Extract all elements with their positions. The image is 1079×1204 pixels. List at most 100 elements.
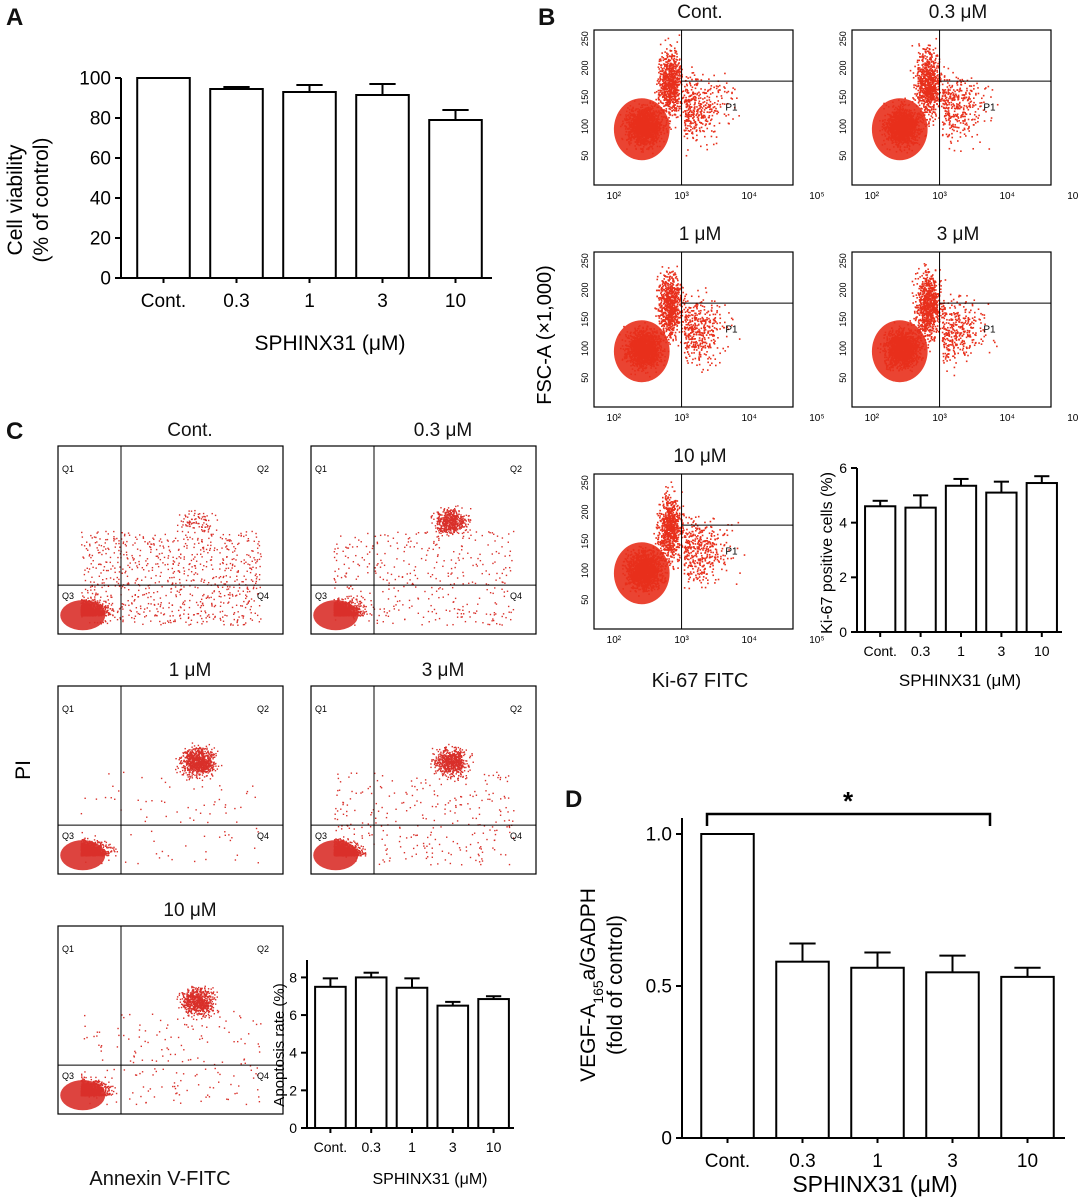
c-plot-title: 0.3 μM <box>323 420 563 442</box>
ytick-label: 50 <box>838 151 848 161</box>
b-ylabel-wrap: FSC-A (×1,000) <box>523 235 563 435</box>
c-xlabel: Annexin V-FITC <box>50 1168 270 1191</box>
ytick-label: 8 <box>289 969 297 985</box>
quadrant-label: Q3 <box>315 591 327 601</box>
ytick-label: 250 <box>838 31 848 46</box>
gate-label: P1 <box>725 547 738 558</box>
xtick-label: 10⁵ <box>1067 191 1079 202</box>
ytick-label: 20 <box>90 229 111 250</box>
quadrant-label: Q1 <box>315 704 327 714</box>
bar <box>904 506 937 634</box>
ytick-label: 250 <box>838 253 848 268</box>
xtick-label: 10 <box>486 1139 502 1155</box>
xtick-label: 10⁵ <box>809 191 824 202</box>
ytick-label: 200 <box>580 283 590 298</box>
xtick-label: 10² <box>607 635 622 646</box>
bar <box>354 976 388 1130</box>
ytick-label: 150 <box>580 90 590 105</box>
xtick-label: 3 <box>449 1139 457 1155</box>
panel-label-c: C <box>6 418 23 446</box>
xtick-label: 10⁵ <box>809 413 824 424</box>
bar <box>700 833 755 1139</box>
xtick-label: Cont. <box>141 291 186 312</box>
b-plot-title: 10 μM <box>580 446 820 468</box>
xtick-label: 10³ <box>674 191 689 202</box>
panel-label-d: D <box>565 786 582 814</box>
xtick-label: Cont. <box>863 643 896 659</box>
xtick-label: 0.3 <box>789 1151 815 1172</box>
quadrant-label: Q3 <box>62 831 74 841</box>
significance-star: * <box>843 790 854 816</box>
xtick-label: Cont. <box>705 1151 750 1172</box>
b-xlabel: Ki-67 FITC <box>620 670 780 693</box>
ytick-label: 0 <box>839 624 847 640</box>
xtick-label: Cont. <box>314 1139 347 1155</box>
quadrant-label: Q1 <box>62 464 74 474</box>
xtick-label: 10² <box>865 191 880 202</box>
c-ylabel: PI <box>12 760 35 780</box>
quadrant-label: Q4 <box>510 831 522 841</box>
ytick-label: 200 <box>580 505 590 520</box>
c-ylabel-wrap: PI <box>8 745 38 801</box>
xtick-label: 10⁵ <box>1067 413 1079 424</box>
xtick-label: 10³ <box>932 191 947 202</box>
ytick-label: 4 <box>289 1045 297 1061</box>
chart-d-xlabel: SPHINX31 (μM) <box>792 1171 957 1197</box>
c-flow-plot: Q1 Q2 Q3 Q4 <box>57 445 284 635</box>
xtick-label: 0.3 <box>223 291 249 312</box>
xtick-label: 10⁴ <box>742 635 757 646</box>
ytick-label: 50 <box>580 595 590 605</box>
ytick-label: 250 <box>580 31 590 46</box>
c-plot-title: 1 μM <box>70 660 310 682</box>
quadrant-label: Q4 <box>257 1071 269 1081</box>
ytick-label: 6 <box>289 1007 297 1023</box>
chart-b-ylabel: Ki-67 positive cells (%) <box>819 472 836 634</box>
ytick-label: 100 <box>580 563 590 578</box>
xtick-label: 10⁴ <box>1000 413 1015 424</box>
bar <box>864 505 897 633</box>
c-plot-title: Cont. <box>70 420 310 442</box>
ytick-label: 50 <box>838 373 848 383</box>
xtick-label: 10⁴ <box>742 191 757 202</box>
xtick-label: 1 <box>872 1151 883 1172</box>
ytick-label: 200 <box>838 61 848 76</box>
xtick-label: 10² <box>607 191 622 202</box>
ytick-label: 250 <box>580 253 590 268</box>
xtick-label: 10 <box>1017 1151 1038 1172</box>
ytick-label: 40 <box>90 189 111 210</box>
chart-c-bar: Apoptosis rate (%) 0 2 4 6 8 Cont. 0.3 1 3 10 SP… <box>271 960 514 1188</box>
c-flow-plot: Q1 Q2 Q3 Q4 <box>310 685 537 875</box>
xtick-label: 10³ <box>674 635 689 646</box>
chart-a-ylabel-1: Cell viability <box>4 144 27 255</box>
b-plot-title: 3 μM <box>838 224 1078 246</box>
quadrant-label: Q2 <box>257 704 269 714</box>
chart-d-ylabel-1: VEGF-A165a/GADPH <box>577 888 606 1082</box>
panel-label-a: A <box>6 4 23 32</box>
bar <box>850 966 905 1139</box>
quadrant-label: Q4 <box>510 591 522 601</box>
c-plot-title: 10 μM <box>70 900 310 922</box>
quadrant-label: Q3 <box>315 831 327 841</box>
chart-a: Cell viability (% of control) 0 20 40 60 80 1… <box>4 69 492 355</box>
b-flow-plot: P1 50 100 150 200 250 10² 10³ 10⁴ 10⁵ <box>580 473 825 646</box>
gate-label: P1 <box>725 325 738 336</box>
c-plot-title: 3 μM <box>323 660 563 682</box>
c-flow-plot: Q1 Q2 Q3 Q4 <box>310 445 537 635</box>
quadrant-label: Q1 <box>315 464 327 474</box>
ytick-label: 4 <box>839 515 847 531</box>
b-plot-title: 1 μM <box>580 224 820 246</box>
ytick-label: 2 <box>289 1082 297 1098</box>
xtick-label: 10² <box>607 413 622 424</box>
bar <box>944 484 978 634</box>
ytick-label: 150 <box>838 90 848 105</box>
c-flow-plot: Q1 Q2 Q3 Q4 <box>57 925 284 1115</box>
xtick-label: 10 <box>445 291 466 312</box>
bar <box>985 491 1018 633</box>
b-flow-plot: P1 50 100 150 200 250 10² 10³ 10⁴ 10⁵ <box>580 29 825 202</box>
quadrant-label: Q4 <box>257 591 269 601</box>
quadrant-label: Q1 <box>62 944 74 954</box>
xtick-label: 3 <box>947 1151 958 1172</box>
xtick-label: 10³ <box>674 413 689 424</box>
xtick-label: 10⁴ <box>742 413 757 424</box>
bar <box>775 960 830 1139</box>
